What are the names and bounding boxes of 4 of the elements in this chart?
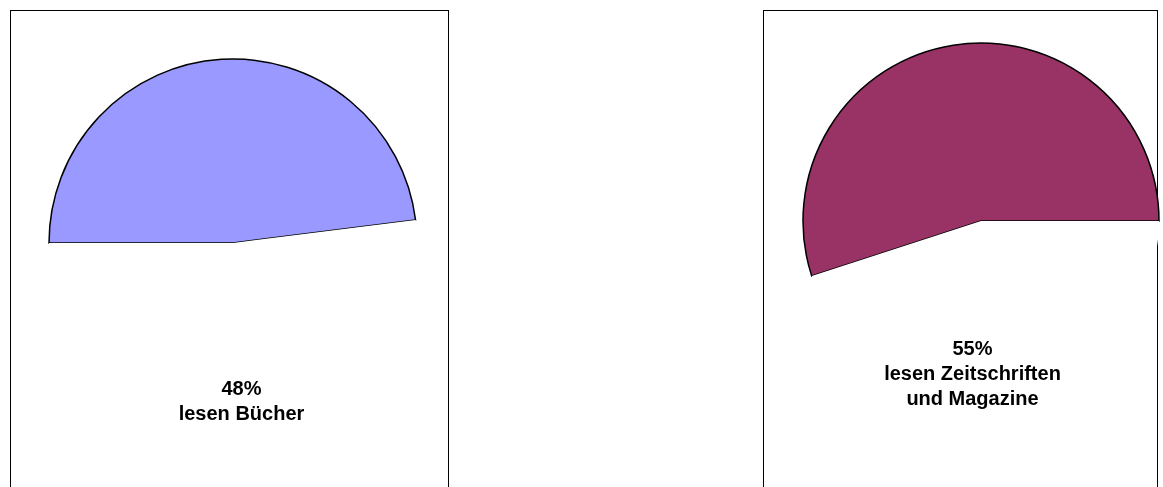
text: 55%: [951, 336, 994, 361]
text: lesen Bücher: [177, 401, 306, 426]
text: lesen Zeitschriften und Magazine: [883, 361, 1062, 411]
text: 48%: [220, 376, 263, 401]
